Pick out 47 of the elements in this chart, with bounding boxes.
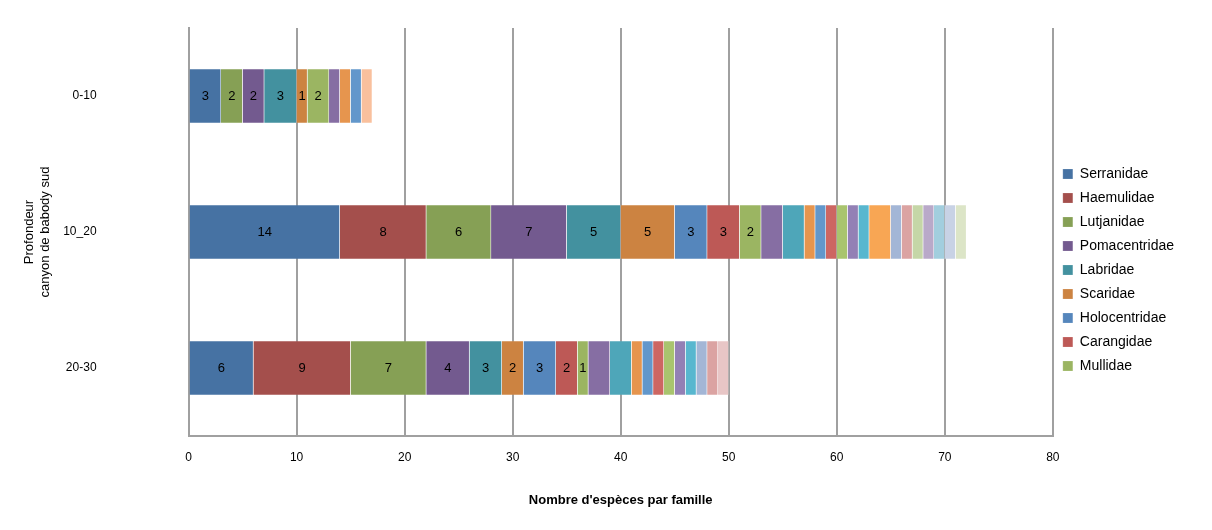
x-tick-label: 60 bbox=[830, 449, 844, 464]
data-label: 6 bbox=[455, 223, 463, 239]
legend-label: Labridae bbox=[1079, 260, 1135, 277]
legend-label: Lutjanidae bbox=[1079, 212, 1145, 229]
data-label: 5 bbox=[590, 223, 598, 239]
data-label: 3 bbox=[536, 359, 544, 375]
y-tick-label: 0-10 bbox=[72, 88, 97, 103]
data-label: 2 bbox=[509, 359, 517, 375]
y-tick-label: 20-30 bbox=[65, 360, 97, 375]
data-label: 3 bbox=[482, 359, 490, 375]
x-tick-label: 80 bbox=[1046, 449, 1060, 464]
x-tick-label: 70 bbox=[938, 449, 952, 464]
data-label: 8 bbox=[379, 223, 387, 239]
x-tick-label: 50 bbox=[722, 449, 736, 464]
x-tick-label: 20 bbox=[397, 449, 412, 464]
data-label: 14 bbox=[257, 223, 272, 239]
data-label: 7 bbox=[384, 359, 393, 375]
data-label: 9 bbox=[298, 359, 306, 375]
legend-label: Mullidae bbox=[1079, 356, 1133, 373]
data-label: 3 bbox=[687, 223, 695, 239]
data-label: 3 bbox=[201, 87, 209, 103]
data-label: 1 bbox=[579, 359, 587, 375]
legend-label: Serranidae bbox=[1079, 164, 1149, 181]
x-axis-title: Nombre d'espèces par famille bbox=[528, 491, 713, 507]
y-tick-label: 10_20 bbox=[63, 224, 97, 239]
data-label: 2 bbox=[746, 223, 754, 239]
data-label: 3 bbox=[719, 223, 727, 239]
y-axis-title: Profondeur canyon de babody sud bbox=[21, 166, 52, 298]
data-label: 4 bbox=[444, 359, 452, 375]
legend-label: Carangidae bbox=[1079, 332, 1153, 349]
data-label: 1 bbox=[298, 87, 306, 103]
legend-label: Haemulidae bbox=[1079, 188, 1155, 205]
data-label: 5 bbox=[644, 223, 652, 239]
data-label: 2 bbox=[249, 87, 258, 103]
legend-label: Pomacentridae bbox=[1079, 236, 1175, 253]
data-label: 6 bbox=[217, 359, 226, 375]
data-label: 2 bbox=[314, 87, 322, 103]
data-label: 7 bbox=[525, 223, 533, 239]
data-label: 2 bbox=[563, 359, 571, 375]
data-label: 2 bbox=[228, 87, 236, 103]
x-tick-label: 0 bbox=[185, 449, 193, 464]
x-tick-label: 30 bbox=[505, 449, 520, 464]
x-tick-label: 40 bbox=[614, 449, 628, 464]
x-tick-label: 10 bbox=[289, 449, 304, 464]
legend-label: Holocentridae bbox=[1079, 308, 1167, 325]
data-label: 3 bbox=[276, 87, 285, 103]
legend-label: Scaridae bbox=[1079, 284, 1136, 301]
